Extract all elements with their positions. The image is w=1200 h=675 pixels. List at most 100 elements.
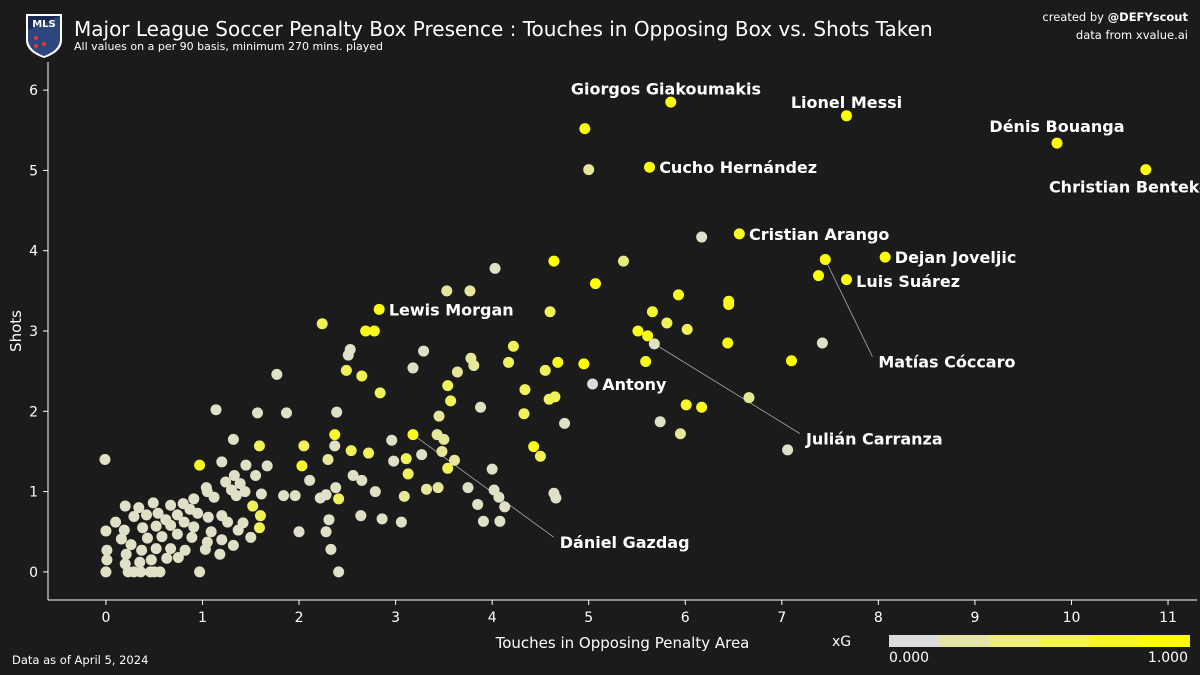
labeled-data-point (879, 251, 891, 263)
data-point (253, 440, 265, 452)
colorbar-label: xG (832, 634, 852, 650)
data-point (194, 566, 206, 578)
data-point (320, 526, 332, 538)
data-point (640, 356, 652, 368)
y-tick-label: 3 (29, 324, 38, 340)
data-point (448, 454, 460, 466)
data-point (293, 526, 305, 538)
data-point (329, 429, 341, 441)
data-point (228, 470, 240, 482)
data-point (477, 515, 489, 527)
y-tick-label: 6 (29, 83, 38, 99)
player-label: Dénis Bouanga (989, 117, 1124, 136)
labeled-data-point (373, 303, 385, 315)
data-point (165, 499, 177, 511)
data-point (436, 445, 448, 457)
data-point (559, 417, 571, 429)
x-tick-label: 10 (1063, 610, 1081, 626)
data-point (680, 399, 692, 411)
y-axis-label: Shots (7, 310, 25, 352)
data-point (661, 317, 673, 329)
data-point (499, 501, 511, 513)
data-source: data from xvalue.ai (1075, 28, 1188, 42)
data-point (674, 428, 686, 440)
data-point (472, 498, 484, 510)
labeled-data-point (407, 429, 419, 441)
created-by-line: created by @DEFYscout (1042, 8, 1188, 26)
data-point (388, 455, 400, 467)
data-point (205, 526, 217, 538)
data-as-of: Data as of April 5, 2024 (12, 653, 149, 667)
data-point (199, 543, 211, 555)
data-point (673, 289, 685, 301)
data-point (322, 453, 334, 465)
y-tick-label: 2 (29, 404, 38, 420)
data-point (445, 395, 457, 407)
data-point (489, 262, 501, 274)
colorbar-min-label: 0.000 (889, 650, 930, 666)
data-point (271, 368, 283, 380)
data-point (208, 491, 220, 503)
data-point (696, 401, 708, 413)
data-point (145, 554, 157, 566)
created-prefix: created by (1042, 10, 1108, 24)
data-point (188, 493, 200, 505)
data-point (433, 410, 445, 422)
data-point (550, 492, 562, 504)
data-point (214, 548, 226, 560)
data-point (216, 534, 228, 546)
data-point (369, 486, 381, 498)
y-tick-label: 1 (29, 485, 38, 501)
colorbar-segment (939, 635, 990, 647)
data-point (216, 456, 228, 468)
x-axis-label: Touches in Opposing Penalty Area (495, 634, 750, 652)
data-point (254, 510, 266, 522)
label-connector (654, 343, 801, 434)
data-point (101, 544, 113, 556)
player-label: Christian Benteke (1049, 177, 1200, 196)
data-point (519, 384, 531, 396)
data-point (304, 474, 316, 486)
data-point (152, 507, 164, 519)
data-point (468, 360, 480, 372)
data-point (681, 323, 693, 335)
x-tick-label: 4 (488, 610, 497, 626)
label-connector (412, 434, 554, 538)
data-point (432, 482, 444, 494)
data-point (723, 299, 735, 311)
data-point (247, 500, 259, 512)
x-tick-label: 6 (681, 610, 690, 626)
data-point (494, 515, 506, 527)
data-point (234, 478, 246, 490)
data-point (330, 482, 342, 494)
data-point (100, 566, 112, 578)
data-point (363, 447, 375, 459)
data-point (150, 543, 162, 555)
colorbar-segment (989, 635, 1040, 647)
data-point (400, 453, 412, 465)
data-point (128, 510, 140, 522)
data-point (165, 519, 177, 531)
data-point (743, 392, 755, 404)
data-point (782, 444, 794, 456)
labeled-data-point (644, 161, 656, 173)
data-point (245, 531, 257, 543)
data-point (642, 330, 654, 342)
data-point (617, 255, 629, 267)
data-point (722, 337, 734, 349)
data-point (552, 356, 564, 368)
data-point (120, 548, 132, 560)
data-point (222, 516, 234, 528)
player-label: Matías Cóccaro (878, 353, 1015, 372)
labeled-data-point (733, 228, 745, 240)
data-point (154, 566, 166, 578)
data-point (210, 404, 222, 416)
data-point (548, 255, 560, 267)
data-point (340, 364, 352, 376)
data-point (165, 543, 177, 555)
data-point (227, 539, 239, 551)
data-point (115, 533, 127, 545)
data-point (329, 440, 341, 452)
data-point (398, 490, 410, 502)
